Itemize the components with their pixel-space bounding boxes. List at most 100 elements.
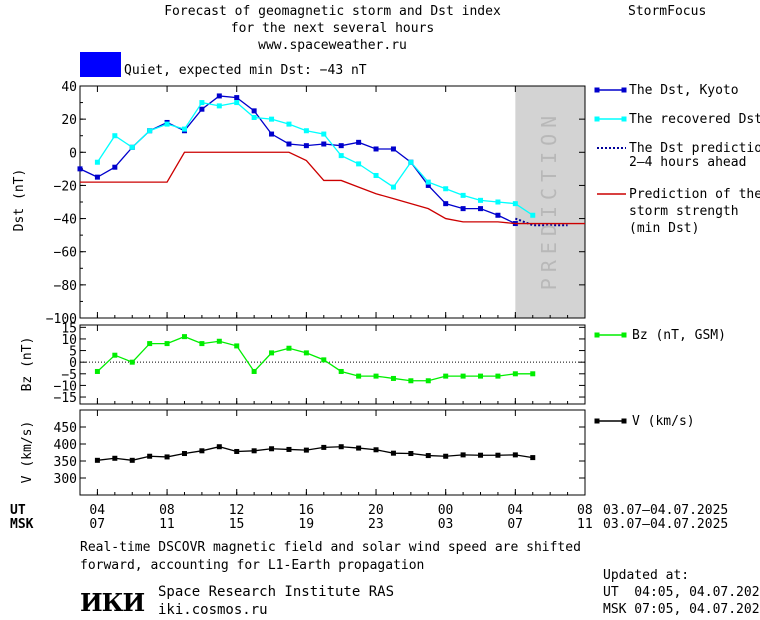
legend-dst-kyoto: The Dst, Kyoto [629,83,739,98]
updated-label: Updated at: [603,568,690,583]
point-bz-10 [269,350,275,356]
point-dst-recovered-14 [338,153,344,159]
point-v-14 [338,444,344,450]
point-v-13 [321,444,327,450]
ut-ticks-5: 00 [437,503,454,518]
point-dst-kyoto-2 [112,164,118,170]
msk-ticks-7: 11 [577,517,593,532]
point-bz-5 [181,334,187,340]
point-dst-kyoto-11 [269,131,275,137]
brand-label: StormFocus [628,4,707,19]
msk-ticks-4: 23 [368,517,384,532]
ut-ticks-7: 08 [577,503,593,518]
point-dst-recovered-24 [512,201,518,207]
ytick-label-0-3: −20 [54,179,77,194]
point-dst-kyoto-16 [356,139,362,145]
ytick-label-0-2: 0 [69,146,77,161]
updated-msk: MSK 07:05, 04.07.2025 [603,602,760,617]
legend-marks [594,87,627,424]
point-bz-13 [321,357,327,363]
point-dst-recovered-9 [251,114,257,120]
point-dst-recovered-6 [199,100,205,106]
status-text: Quiet, expected min Dst: −43 nT [124,63,367,78]
ytick-label-1-4: −5 [61,368,77,383]
point-dst-kyoto-23 [478,206,484,212]
point-bz-7 [216,338,222,344]
point-bz-25 [530,371,536,377]
point-v-16 [373,447,379,453]
point-v-24 [512,452,518,458]
point-dst-kyoto-20 [425,182,431,188]
point-dst-kyoto-14 [321,141,327,147]
ytick-label-1-1: 10 [61,333,77,348]
ut-date-range: 03.07–04.07.2025 [603,503,729,518]
point-v-23 [495,452,501,458]
point-dst-recovered-25 [530,212,536,218]
legend-dst-prediction-2: 2–4 hours ahead [629,155,747,170]
point-bz-19 [425,378,431,384]
ytick-label-2-0: 450 [54,421,77,436]
ytick-label-1-3: 0 [69,356,77,371]
point-dst-recovered-16 [373,172,379,178]
point-bz-9 [251,368,257,374]
point-dst-recovered-3 [147,128,153,134]
point-dst-kyoto-8 [216,93,222,99]
point-dst-recovered-12 [303,128,309,134]
prediction-zone [515,86,585,318]
point-dst-kyoto-22 [460,206,466,212]
point-dst-recovered-22 [478,197,484,203]
ytick-label-0-6: −80 [54,279,77,294]
point-v-8 [234,448,240,454]
point-dst-recovered-7 [216,103,222,109]
iki-logo: ИКИ [80,588,145,617]
point-dst-kyoto-12 [286,141,292,147]
point-dst-recovered-8 [234,100,240,106]
point-dst-recovered-0 [94,159,100,165]
point-dst-kyoto-21 [443,201,449,207]
point-v-12 [303,447,309,453]
point-v-2 [129,457,135,463]
ytick-label-1-5: −10 [54,379,77,394]
point-dst-recovered-23 [495,199,501,205]
point-bz-18 [408,378,414,384]
legend-dst-prediction-1: The Dst prediction [629,141,760,156]
bz-axis-label: Bz (nT) [20,337,35,392]
panel-frame-2 [79,409,586,496]
point-v-17 [390,450,396,456]
point-v-25 [530,455,536,461]
point-bz-8 [234,343,240,349]
msk-ticks-0: 07 [89,517,106,532]
point-dst-recovered-2 [129,144,135,150]
point-bz-24 [512,371,518,377]
ytick-label-0-5: −60 [54,246,77,261]
point-dst-recovered-11 [286,121,292,127]
point-dst-recovered-10 [269,116,275,122]
point-dst-recovered-5 [181,126,187,132]
title-line-3: www.spaceweather.ru [258,38,407,53]
msk-label: MSK [10,517,34,532]
legend-swatch-recovered-end [621,116,627,122]
legend-storm-1: Prediction of the [629,187,760,202]
msk-ticks-5: 03 [437,517,454,532]
point-v-5 [181,451,187,457]
msk-date-range: 03.07–04.07.2025 [603,517,729,532]
footer-note-1: Real-time DSCOVR magnetic field and sola… [80,540,581,555]
point-v-20 [443,453,449,459]
point-v-1 [112,455,118,461]
ut-ticks-6: 04 [507,503,523,518]
point-bz-11 [286,345,292,351]
series-line-dst-prediction [514,217,568,227]
ut-ticks-4: 20 [368,503,384,518]
point-bz-12 [303,350,309,356]
point-bz-14 [338,368,344,374]
point-v-7 [216,444,222,450]
point-dst-recovered-15 [356,161,362,167]
point-bz-20 [443,373,449,379]
institute-name: Space Research Institute RAS [158,584,395,600]
ytick-label-0-1: 20 [61,113,77,128]
legend-swatch-kyoto-end [621,87,627,93]
point-dst-recovered-21 [460,192,466,198]
legend-dst-recovered: The recovered Dst [629,112,760,127]
ytick-label-1-0: 15 [61,321,77,336]
